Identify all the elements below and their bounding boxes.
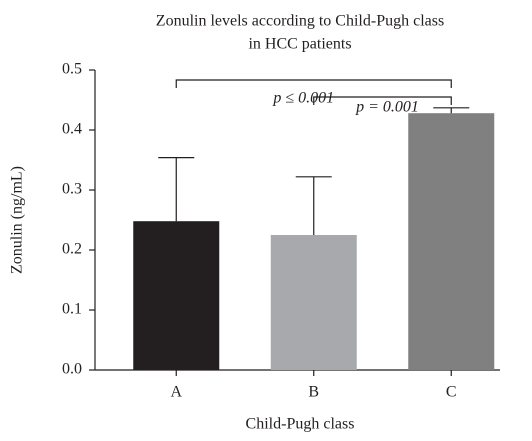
- significance-bracket: [175, 79, 452, 88]
- x-tick-label: B: [308, 384, 319, 401]
- chart-title: Zonulin levels according to Child-Pugh c…: [156, 13, 444, 30]
- x-axis-label: Child-Pugh class: [246, 416, 355, 433]
- y-tick-label: 0.3: [62, 181, 82, 198]
- y-tick-label: 0.5: [62, 61, 82, 78]
- x-tick-label: A: [170, 384, 182, 401]
- significance-bracket: [313, 96, 452, 105]
- bar: [270, 235, 357, 370]
- error-bar: [295, 176, 332, 235]
- y-axis-label: Zonulin (ng/mL): [9, 166, 26, 274]
- y-tick-label: 0.0: [62, 361, 82, 378]
- annotation: p ≤ 0.001: [272, 90, 334, 107]
- annotation: p = 0.001: [355, 99, 419, 116]
- y-tick-label: 0.4: [62, 121, 82, 138]
- y-tick-label: 0.2: [62, 241, 82, 258]
- x-tick-label: C: [446, 384, 457, 401]
- error-bar: [158, 157, 195, 222]
- bar: [133, 221, 220, 370]
- error-bar: [433, 107, 470, 114]
- bar: [408, 113, 495, 370]
- y-tick-label: 0.1: [62, 301, 82, 318]
- chart-title: in HCC patients: [248, 36, 351, 53]
